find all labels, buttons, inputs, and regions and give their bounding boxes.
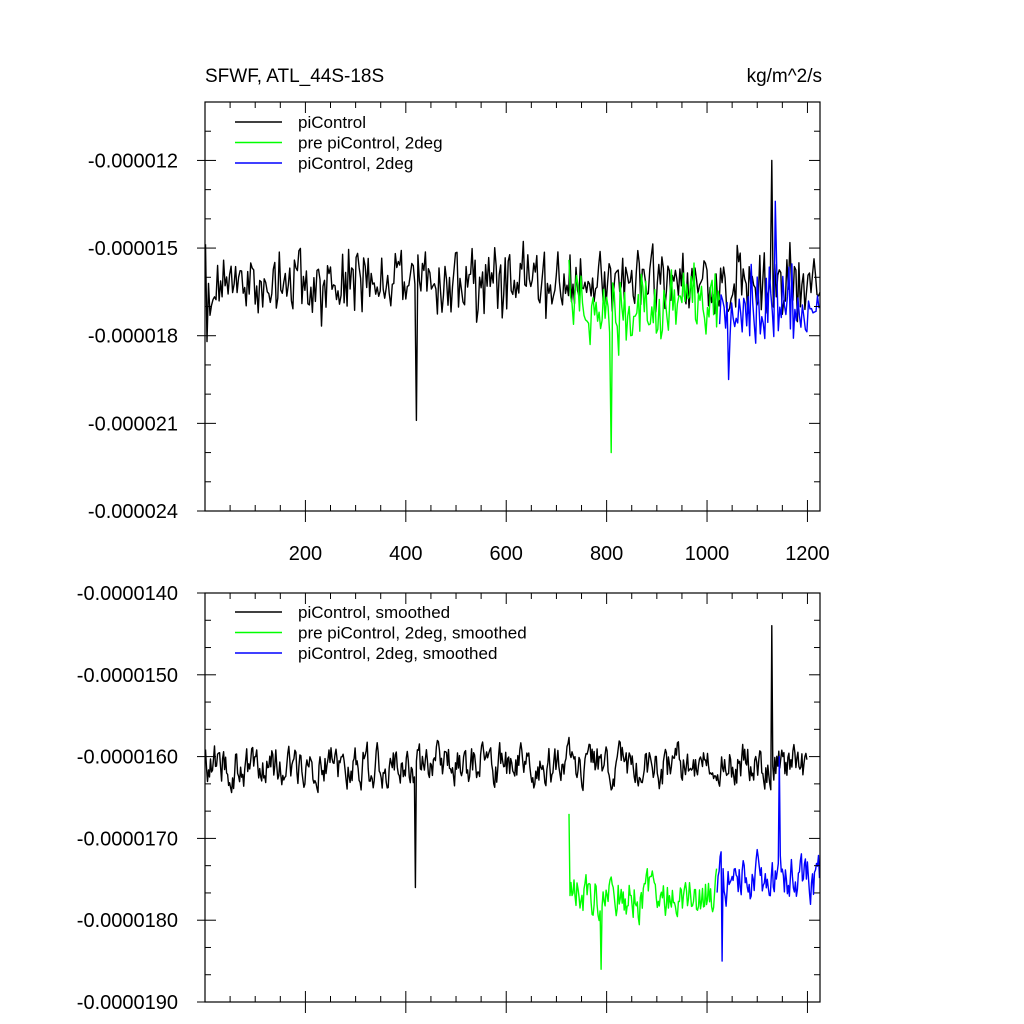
y-tick-label: -0.0000160 (77, 747, 178, 769)
y-tick-label: -0.0000140 (77, 583, 178, 605)
series-line-picontrol (204, 159, 821, 422)
chart-title-group: SFWF, ATL_44S-18S kg/m^2/s (205, 66, 822, 87)
y-tick-label: -0.0000190 (77, 992, 178, 1014)
series-line-picontrol-2deg-smoothed (716, 755, 821, 962)
legend-label: pre piControl, 2deg, smoothed (298, 624, 527, 643)
series-line-pre-picontrol-2deg (568, 259, 721, 454)
x-tick-label: 400 (389, 543, 422, 565)
y-tick-label: -0.000015 (88, 238, 178, 260)
y-tick-label: -0.0000170 (77, 828, 178, 850)
legend-label: piControl (298, 113, 366, 132)
legend-label: piControl, 2deg (298, 154, 413, 173)
x-tick-label: 200 (289, 543, 322, 565)
y-tick-label: -0.000024 (88, 501, 178, 523)
y-tick-label: -0.000021 (88, 413, 178, 435)
legend-label: piControl, 2deg, smoothed (298, 644, 497, 663)
y-tick-label: -0.0000180 (77, 910, 178, 932)
legend-label: pre piControl, 2deg (298, 134, 443, 153)
chart-title: SFWF, ATL_44S-18S (205, 66, 384, 87)
top-panel: 200 400 600 800 1000 1200 -0.000012 -0.000015 -0… (88, 101, 830, 565)
series-line-pre-picontrol-2deg-smoothed (568, 813, 718, 970)
y-tick-label: -0.000018 (88, 326, 178, 348)
bottom-panel: -0.0000140 -0.0000150 -0.0000160 -0.0000170… (77, 583, 821, 1014)
chart-units: kg/m^2/s (747, 66, 822, 87)
legend-label: piControl, smoothed (298, 603, 450, 622)
series-line-picontrol-smoothed (204, 625, 808, 889)
y-tick-label: -0.0000150 (77, 665, 178, 687)
series-line-picontrol-2deg (718, 200, 820, 381)
plot-frame (204, 592, 821, 1003)
x-tick-label: 600 (490, 543, 523, 565)
x-tick-label: 1200 (785, 543, 830, 565)
x-tick-label: 1000 (685, 543, 730, 565)
y-tick-label: -0.000012 (88, 150, 178, 172)
x-tick-label: 800 (590, 543, 623, 565)
